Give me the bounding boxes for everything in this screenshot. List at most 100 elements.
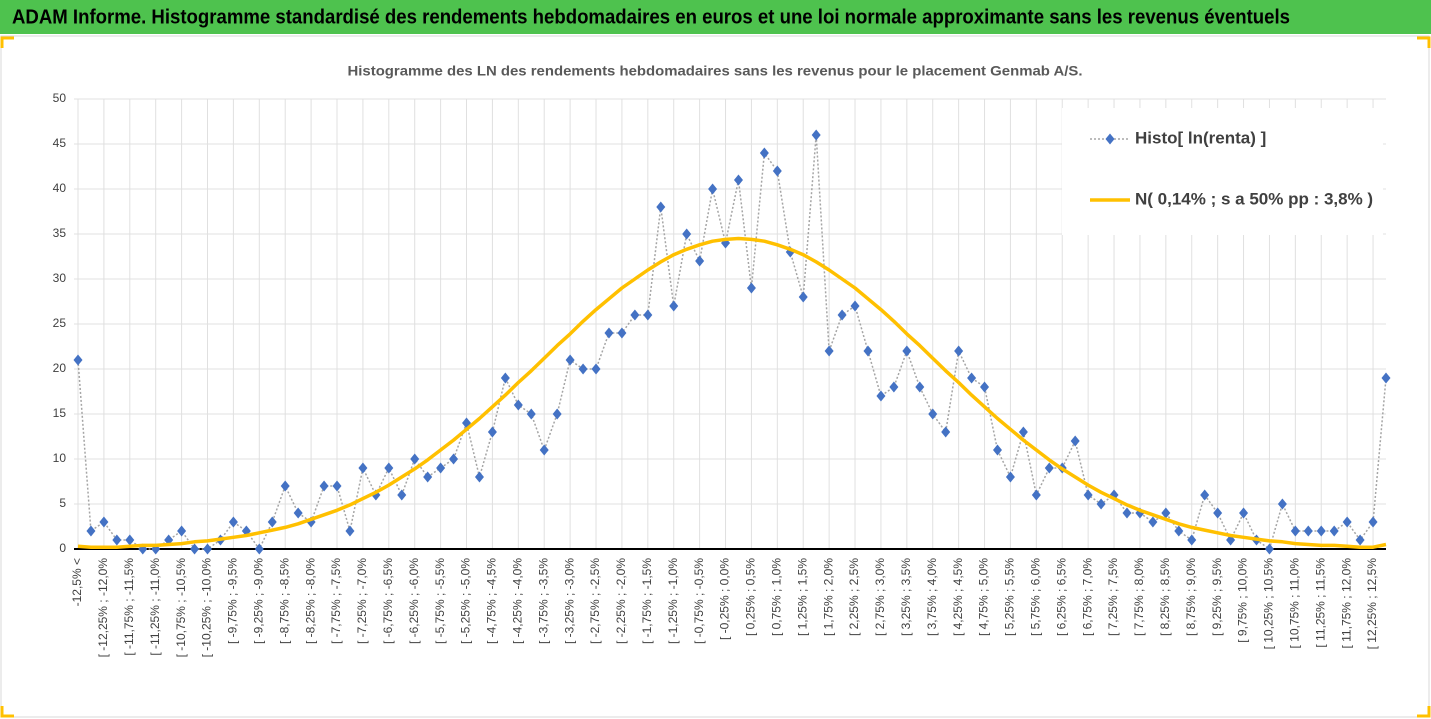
data-point	[1277, 498, 1287, 510]
x-tick-label: [ -1,75% ; -1,5%	[640, 558, 654, 644]
data-point	[500, 372, 510, 384]
data-point	[708, 183, 718, 195]
data-point	[1174, 525, 1184, 537]
data-point	[513, 399, 523, 411]
x-tick-label: [ 0,25% ; 0,5%	[744, 558, 758, 636]
x-tick-label: [ -2,75% ; -2,5%	[588, 558, 602, 644]
x-tick-label: [ -11,75% ; -11,5%	[122, 558, 136, 656]
data-point	[203, 543, 213, 555]
data-point	[941, 426, 951, 438]
y-tick-label: 30	[53, 271, 67, 285]
data-point	[656, 201, 666, 213]
data-point	[889, 381, 899, 393]
x-tick-label: [ -7,75% ; -7,5%	[329, 558, 343, 644]
x-tick-label: [ 6,75% ; 7,0%	[1080, 558, 1094, 636]
x-tick-label: [ -8,75% ; -8,5%	[277, 558, 291, 644]
data-point	[1187, 534, 1197, 546]
x-tick-label: [ 6,25% ; 6,5%	[1054, 558, 1068, 636]
data-point	[86, 525, 96, 537]
data-point	[423, 471, 433, 483]
data-point	[980, 381, 990, 393]
x-tick-label: [ -4,75% ; -4,5%	[485, 558, 499, 644]
x-tick-label: [ 11,75% ; 12,0%	[1339, 558, 1353, 649]
x-tick-label: [ 4,75% ; 5,0%	[977, 558, 991, 636]
header-title: ADAM Informe. Histogramme standardisé de…	[12, 6, 1290, 28]
y-tick-label: 15	[53, 406, 67, 420]
x-tick-label: [ 10,25% ; 10,5%	[1262, 558, 1276, 650]
x-tick-label: [ 8,25% ; 8,5%	[1158, 558, 1172, 636]
x-tick-label: [ 7,25% ; 7,5%	[1106, 558, 1120, 636]
data-point	[73, 354, 83, 366]
data-point	[992, 444, 1002, 456]
x-tick-label: [ 1,25% ; 1,5%	[795, 558, 809, 636]
data-point	[539, 444, 549, 456]
data-point	[578, 363, 588, 375]
data-point	[604, 327, 614, 339]
x-tick-label: [ -11,25% ; -11,0%	[148, 558, 162, 656]
data-point	[436, 462, 446, 474]
data-point	[733, 174, 743, 186]
x-tick-label: [ 9,75% ; 10,0%	[1236, 558, 1250, 643]
data-point	[1355, 534, 1365, 546]
data-point	[1213, 507, 1223, 519]
x-tick-label: [ -10,25% ; -10,0%	[200, 558, 214, 658]
data-point	[332, 480, 342, 492]
data-point	[850, 300, 860, 312]
data-point	[1200, 489, 1210, 501]
data-point	[1148, 516, 1158, 528]
data-point	[1381, 372, 1391, 384]
chart-title: Histogramme des LN des rendements hebdom…	[348, 63, 1083, 79]
data-point	[928, 408, 938, 420]
data-point	[630, 309, 640, 321]
data-point	[772, 165, 782, 177]
data-point	[617, 327, 627, 339]
data-point	[280, 480, 290, 492]
x-tick-label: [ -3,25% ; -3,0%	[562, 558, 576, 644]
x-tick-label: [ 5,25% ; 5,5%	[1003, 558, 1017, 636]
data-point	[954, 345, 964, 357]
x-tick-label: [ 0,75% ; 1,0%	[769, 558, 783, 636]
data-point	[682, 228, 692, 240]
x-tick-label: -12,5% <	[70, 558, 84, 606]
data-point	[1342, 516, 1352, 528]
data-point	[449, 453, 459, 465]
data-point	[1005, 471, 1015, 483]
data-point	[1031, 489, 1041, 501]
x-tick-label: [ 3,75% ; 4,0%	[925, 558, 939, 636]
data-point	[1368, 516, 1378, 528]
x-tick-label: [ -10,75% ; -10,5%	[174, 558, 188, 658]
data-point	[1096, 498, 1106, 510]
x-tick-label: [ -1,25% ; -1,0%	[666, 558, 680, 644]
data-point	[487, 426, 497, 438]
x-tick-label: [ -0,25% ; 0,0%	[718, 558, 732, 640]
x-tick-label: [ 1,75% ; 2,0%	[821, 558, 835, 636]
data-point	[293, 507, 303, 519]
data-point	[99, 516, 109, 528]
legend-marker	[1105, 133, 1115, 145]
x-tick-label: [ -0,75% ; -0,5%	[692, 558, 706, 644]
data-point	[876, 390, 886, 402]
x-tick-label: [ 5,75% ; 6,0%	[1029, 558, 1043, 636]
y-tick-label: 20	[53, 361, 67, 375]
y-tick-label: 0	[59, 541, 66, 555]
data-point	[591, 363, 601, 375]
x-tick-label: [ -5,25% ; -5,0%	[459, 558, 473, 644]
y-tick-label: 5	[59, 496, 66, 510]
series-line	[77, 236, 1387, 549]
header-bar	[0, 0, 1431, 34]
data-point	[526, 408, 536, 420]
x-tick-label: [ 7,75% ; 8,0%	[1132, 558, 1146, 636]
data-point	[384, 462, 394, 474]
x-tick-label: [ 4,25% ; 4,5%	[951, 558, 965, 636]
series-line	[77, 134, 1387, 550]
frame-corners	[0, 36, 1431, 718]
x-tick-label: [ -8,25% ; -8,0%	[303, 558, 317, 644]
data-point	[1018, 426, 1028, 438]
data-point	[254, 543, 264, 555]
x-tick-label: [ 2,25% ; 2,5%	[847, 558, 861, 636]
x-tick-label: [ -6,75% ; -6,5%	[381, 558, 395, 644]
data-point	[1070, 435, 1080, 447]
data-point	[1122, 507, 1132, 519]
y-tick-label: 40	[53, 181, 67, 195]
